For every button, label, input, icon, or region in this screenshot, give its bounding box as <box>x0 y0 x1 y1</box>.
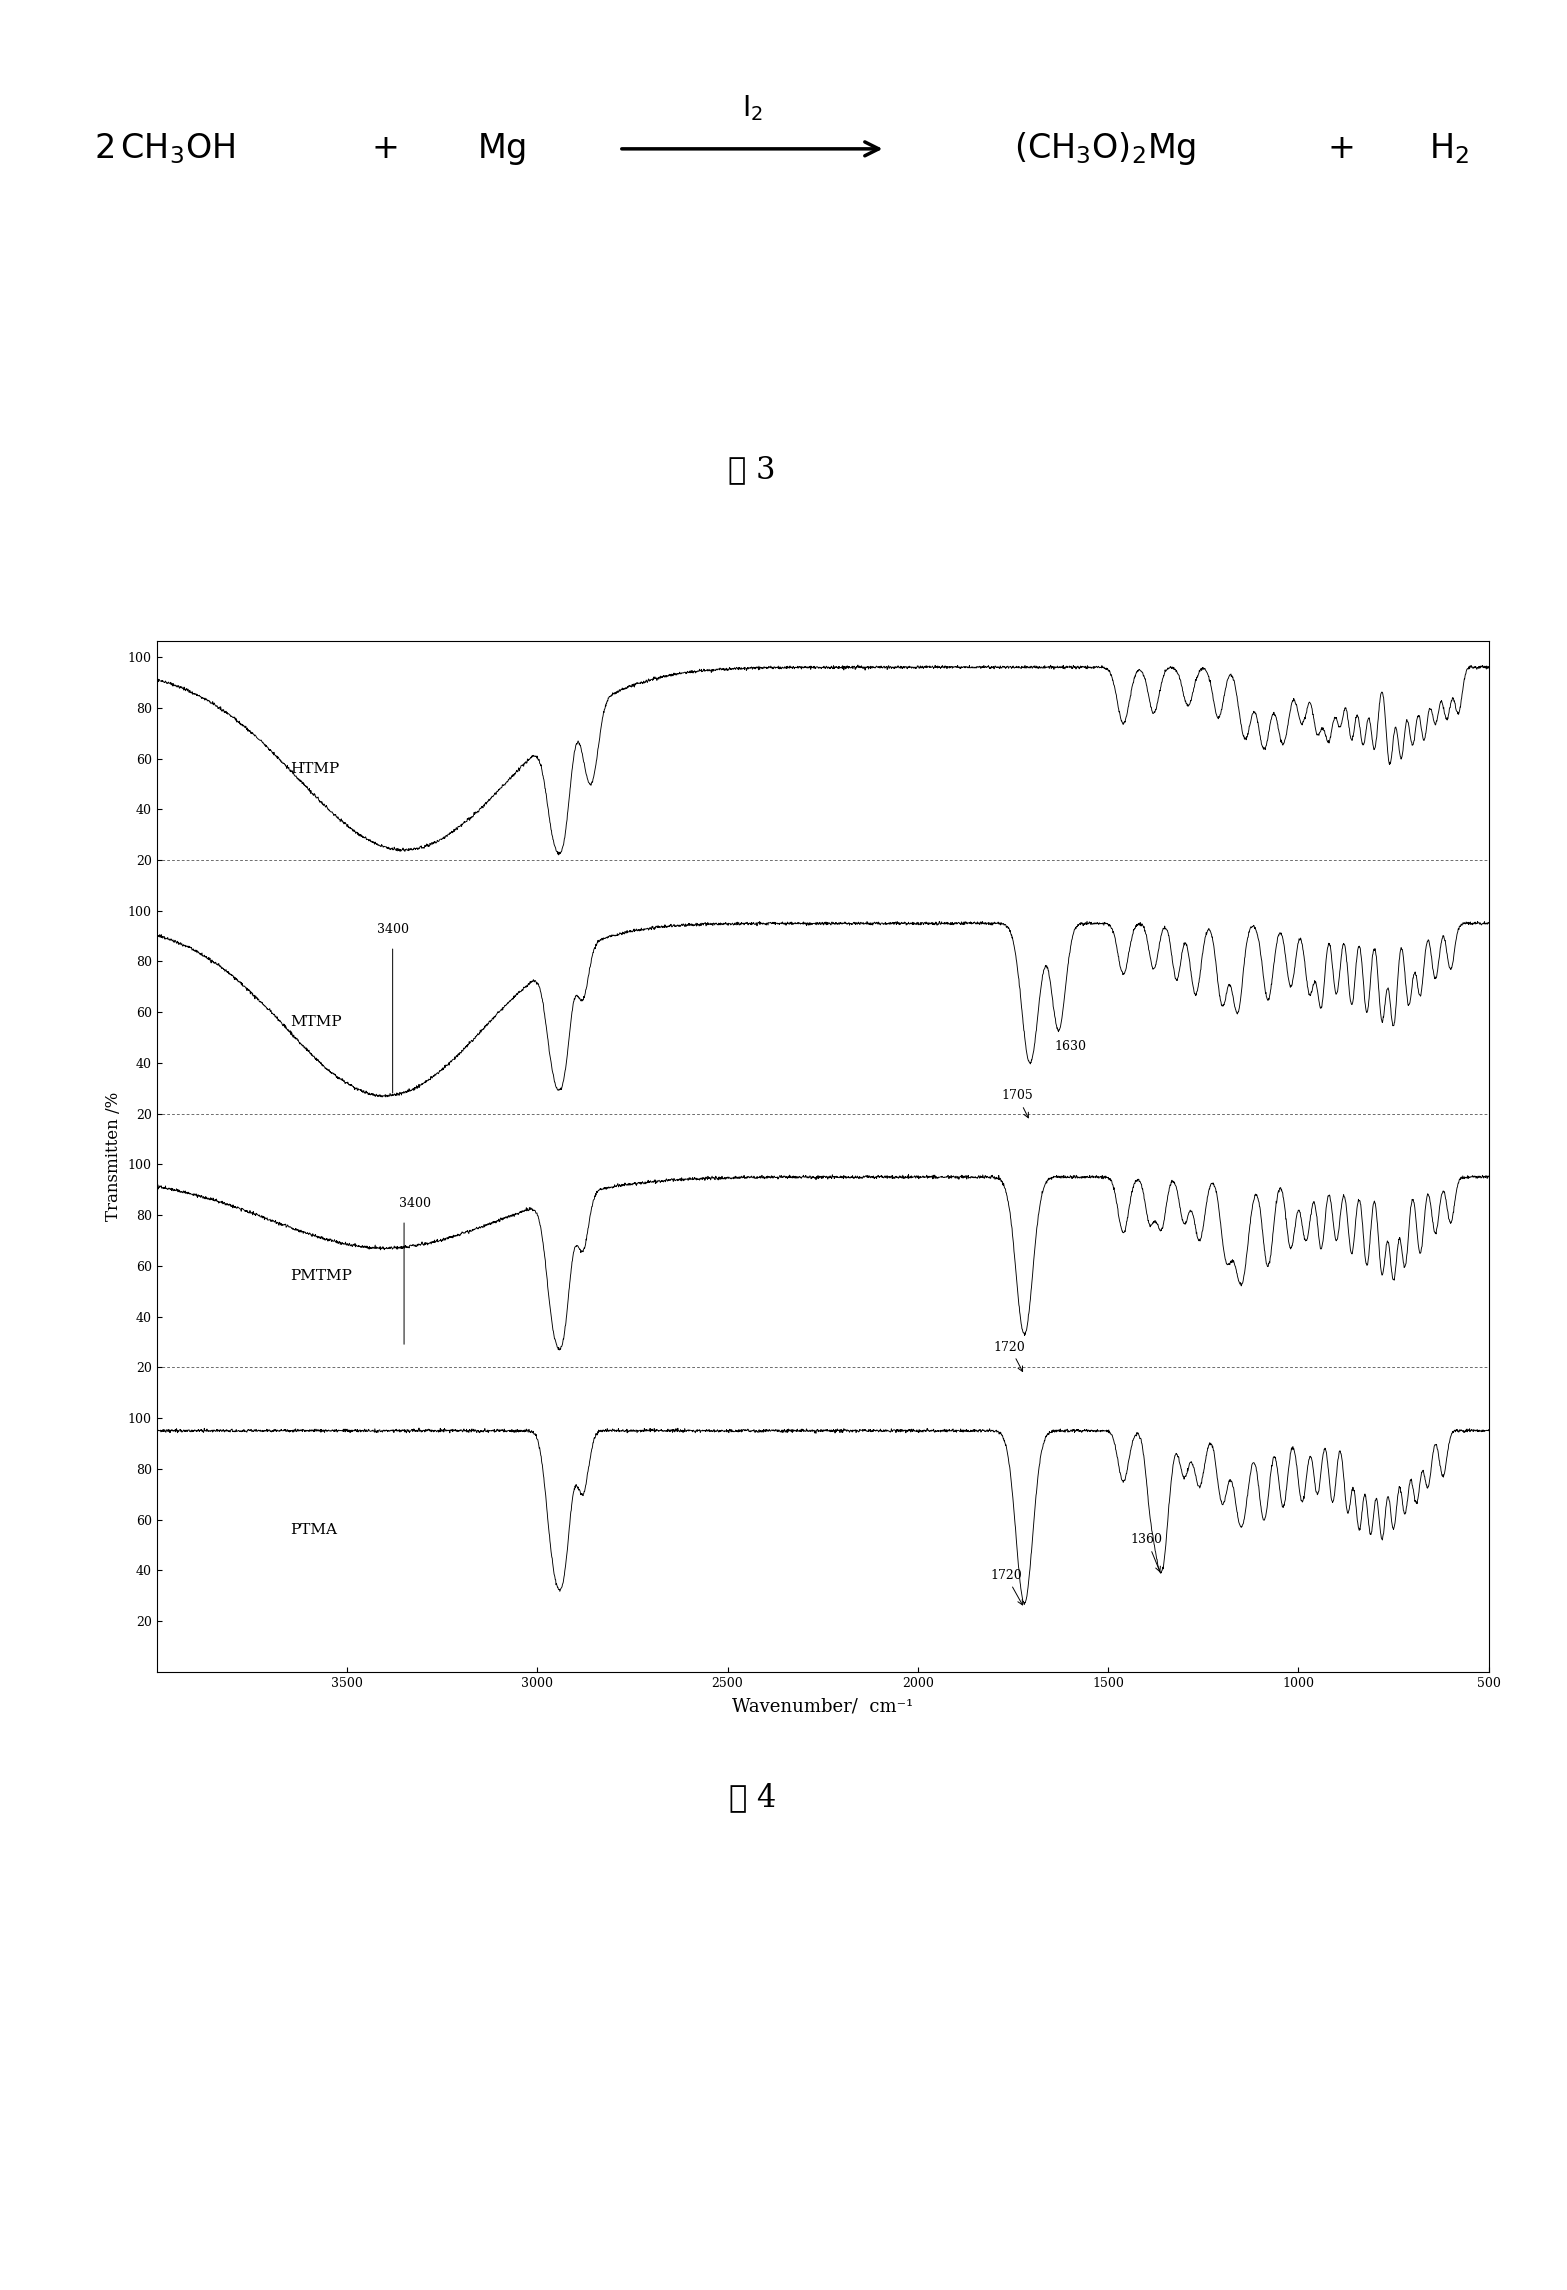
X-axis label: Wavenumber/  cm⁻¹: Wavenumber/ cm⁻¹ <box>732 1697 914 1715</box>
Text: $+$: $+$ <box>1327 133 1352 165</box>
Text: 1360: 1360 <box>1131 1534 1163 1571</box>
Text: $\mathrm{I_2}$: $\mathrm{I_2}$ <box>741 92 763 124</box>
Y-axis label: Transmitten /%: Transmitten /% <box>105 1092 122 1221</box>
Text: 1720: 1720 <box>990 1569 1023 1605</box>
Text: $\mathrm{Mg}$: $\mathrm{Mg}$ <box>476 131 527 167</box>
Text: $2\,\mathrm{CH_3OH}$: $2\,\mathrm{CH_3OH}$ <box>94 131 235 167</box>
Text: 3400: 3400 <box>400 1198 431 1209</box>
Text: PTMA: PTMA <box>290 1523 337 1537</box>
Text: HTMP: HTMP <box>290 763 338 776</box>
Text: MTMP: MTMP <box>290 1014 342 1028</box>
Text: 图 3: 图 3 <box>729 453 776 485</box>
Text: 1720: 1720 <box>993 1340 1026 1372</box>
Text: 图 4: 图 4 <box>729 1782 776 1814</box>
Text: 1705: 1705 <box>1001 1090 1033 1118</box>
Text: PMTMP: PMTMP <box>290 1269 351 1282</box>
Text: $+$: $+$ <box>371 133 396 165</box>
Text: 1630: 1630 <box>1055 1040 1086 1053</box>
Text: $\mathrm{H_2}$: $\mathrm{H_2}$ <box>1429 131 1470 167</box>
Text: 3400: 3400 <box>376 923 409 937</box>
Text: $\mathrm{(CH_3O)_2Mg}$: $\mathrm{(CH_3O)_2Mg}$ <box>1014 131 1196 167</box>
